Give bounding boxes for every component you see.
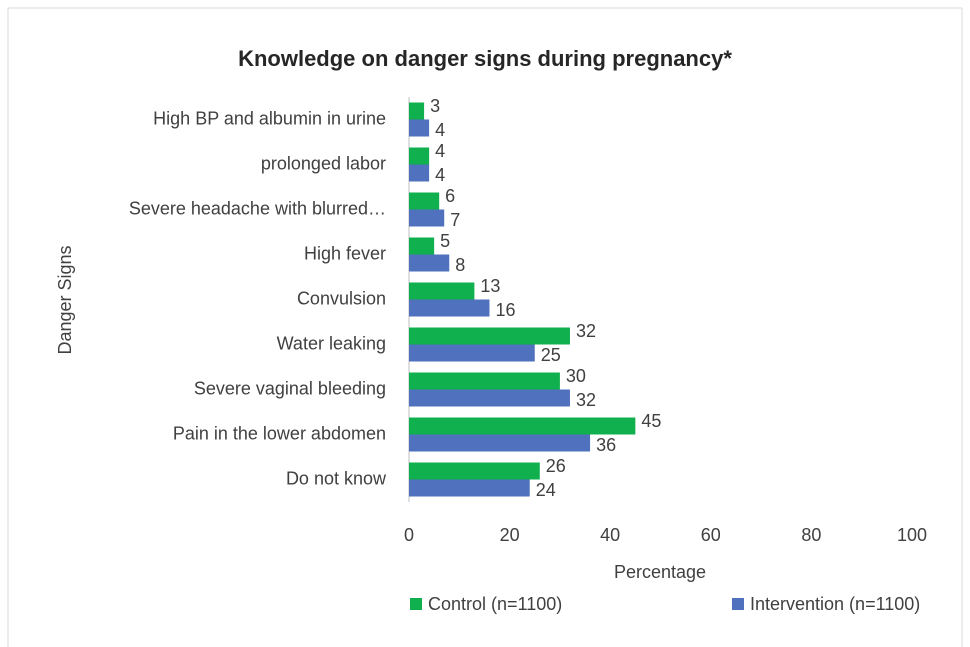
x-tick-label: 100: [897, 525, 927, 545]
data-label: 45: [641, 411, 661, 431]
x-tick-label: 0: [404, 525, 414, 545]
x-tick-label: 80: [801, 525, 821, 545]
bar: [409, 164, 430, 182]
bar: [409, 299, 490, 317]
data-label: 25: [541, 345, 561, 365]
bar: [409, 102, 425, 120]
data-label: 16: [495, 300, 515, 320]
y-tick-label: Do not know: [286, 468, 387, 488]
data-label: 32: [576, 321, 596, 341]
bar: [409, 327, 570, 345]
data-label: 4: [435, 120, 445, 140]
y-tick-label: Severe headache with blurred…: [129, 198, 386, 218]
data-label: 30: [566, 366, 586, 386]
bar: [409, 462, 540, 480]
bar: [409, 389, 570, 407]
bar: [409, 237, 435, 255]
data-label: 3: [430, 96, 440, 116]
x-axis-label: Percentage: [614, 562, 706, 582]
y-axis-label: Danger Signs: [55, 245, 75, 354]
bar: [409, 209, 445, 227]
data-label: 13: [480, 276, 500, 296]
bar: [409, 192, 440, 210]
chart-title: Knowledge on danger signs during pregnan…: [238, 46, 732, 71]
bar: [409, 417, 636, 435]
y-tick-label: High BP and albumin in urine: [153, 108, 386, 128]
bar: [409, 119, 430, 137]
bar: [409, 344, 535, 362]
y-tick-label: Water leaking: [277, 333, 386, 353]
data-label: 7: [450, 210, 460, 230]
data-label: 24: [536, 480, 556, 500]
y-tick-label: Convulsion: [297, 288, 386, 308]
y-tick-label: High fever: [304, 243, 386, 263]
data-label: 32: [576, 390, 596, 410]
legend-swatch: [410, 598, 422, 610]
bar: [409, 372, 560, 390]
data-label: 4: [435, 165, 445, 185]
x-tick-label: 20: [500, 525, 520, 545]
legend-swatch: [732, 598, 744, 610]
bar: [409, 479, 530, 497]
data-label: 6: [445, 186, 455, 206]
bar: [409, 147, 430, 165]
y-tick-label: Severe vaginal bleeding: [194, 378, 386, 398]
legend-label: Intervention (n=1100): [750, 594, 920, 614]
x-tick-label: 40: [600, 525, 620, 545]
bar: [409, 254, 450, 272]
data-label: 26: [546, 456, 566, 476]
x-tick-label: 60: [701, 525, 721, 545]
y-tick-label: Pain in the lower abdomen: [173, 423, 386, 443]
data-label: 8: [455, 255, 465, 275]
bar: [409, 434, 591, 452]
bar: [409, 282, 475, 300]
data-label: 5: [440, 231, 450, 251]
legend-label: Control (n=1100): [428, 594, 562, 614]
data-label: 4: [435, 141, 445, 161]
data-label: 36: [596, 435, 616, 455]
y-tick-label: prolonged labor: [261, 153, 386, 173]
